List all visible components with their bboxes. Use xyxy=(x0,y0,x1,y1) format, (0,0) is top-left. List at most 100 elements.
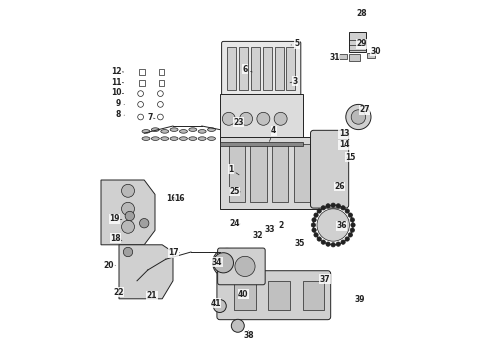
Circle shape xyxy=(341,240,345,244)
Text: 21: 21 xyxy=(147,292,157,300)
Text: 2: 2 xyxy=(275,220,284,230)
Bar xyxy=(251,47,260,90)
Circle shape xyxy=(218,254,236,272)
Ellipse shape xyxy=(170,137,178,140)
Ellipse shape xyxy=(198,130,206,133)
Text: 30: 30 xyxy=(370,47,381,56)
Bar xyxy=(349,54,360,61)
Circle shape xyxy=(345,209,349,213)
Bar xyxy=(239,47,248,90)
Ellipse shape xyxy=(189,128,197,131)
FancyBboxPatch shape xyxy=(311,130,349,208)
Circle shape xyxy=(222,112,235,125)
Circle shape xyxy=(213,248,242,277)
Circle shape xyxy=(317,209,321,213)
Text: 16: 16 xyxy=(174,194,185,203)
FancyBboxPatch shape xyxy=(218,248,265,285)
Circle shape xyxy=(348,233,352,237)
FancyBboxPatch shape xyxy=(221,41,301,95)
Text: 31: 31 xyxy=(329,53,340,62)
Circle shape xyxy=(321,240,325,244)
FancyBboxPatch shape xyxy=(217,271,331,320)
Bar xyxy=(294,144,310,202)
Ellipse shape xyxy=(189,137,197,140)
Text: 11: 11 xyxy=(111,78,123,87)
Text: 28: 28 xyxy=(357,9,368,18)
Bar xyxy=(234,281,256,310)
Text: 39: 39 xyxy=(354,295,365,304)
Bar xyxy=(263,47,271,90)
Bar xyxy=(220,142,303,146)
Text: 16: 16 xyxy=(166,194,177,203)
Ellipse shape xyxy=(142,137,150,140)
Bar xyxy=(339,54,346,59)
Circle shape xyxy=(240,112,252,125)
Ellipse shape xyxy=(179,130,187,133)
Circle shape xyxy=(235,256,255,276)
Circle shape xyxy=(312,218,316,222)
Text: 32: 32 xyxy=(252,231,263,240)
Ellipse shape xyxy=(161,130,169,133)
Circle shape xyxy=(314,213,318,217)
Text: 38: 38 xyxy=(244,330,254,340)
Circle shape xyxy=(125,211,134,221)
Bar xyxy=(272,144,288,202)
Ellipse shape xyxy=(151,137,159,140)
Circle shape xyxy=(311,223,316,227)
Text: 23: 23 xyxy=(233,117,244,127)
Text: 7: 7 xyxy=(147,113,155,122)
Text: 25: 25 xyxy=(230,187,240,196)
Text: 6: 6 xyxy=(243,65,252,74)
Text: 26: 26 xyxy=(334,182,344,191)
Text: 22: 22 xyxy=(113,288,123,297)
Text: 3: 3 xyxy=(290,77,298,86)
Text: 34: 34 xyxy=(212,258,222,266)
Circle shape xyxy=(314,233,318,237)
Text: 24: 24 xyxy=(230,220,240,229)
Bar xyxy=(229,144,245,202)
Text: 10: 10 xyxy=(111,89,123,98)
Circle shape xyxy=(348,213,352,217)
Circle shape xyxy=(351,223,355,227)
Circle shape xyxy=(213,253,233,273)
Text: 19: 19 xyxy=(109,215,122,223)
Polygon shape xyxy=(119,245,173,299)
Bar xyxy=(349,32,366,52)
Text: 9: 9 xyxy=(116,99,124,108)
Circle shape xyxy=(331,243,335,247)
Ellipse shape xyxy=(170,128,178,131)
Bar xyxy=(286,47,295,90)
Text: 13: 13 xyxy=(339,130,349,139)
Circle shape xyxy=(317,209,349,241)
Bar xyxy=(303,281,324,310)
Circle shape xyxy=(317,237,321,241)
Text: 29: 29 xyxy=(357,40,367,49)
Bar xyxy=(139,80,145,86)
Text: 4: 4 xyxy=(270,126,276,141)
Circle shape xyxy=(213,300,226,312)
Circle shape xyxy=(122,202,134,215)
Ellipse shape xyxy=(179,137,187,140)
Text: 37: 37 xyxy=(319,275,330,284)
Text: 5: 5 xyxy=(291,40,300,49)
Bar xyxy=(250,144,267,202)
Bar xyxy=(220,94,303,144)
Circle shape xyxy=(231,319,245,332)
Circle shape xyxy=(345,237,349,241)
Bar xyxy=(159,80,164,86)
Text: 18: 18 xyxy=(110,234,122,243)
Bar xyxy=(368,53,374,58)
Bar xyxy=(227,47,236,90)
Bar xyxy=(274,47,284,90)
Text: 12: 12 xyxy=(111,67,123,76)
Circle shape xyxy=(274,112,287,125)
Circle shape xyxy=(350,218,354,222)
Circle shape xyxy=(351,110,366,124)
Bar xyxy=(139,69,145,75)
Ellipse shape xyxy=(142,130,150,133)
Circle shape xyxy=(122,184,134,197)
Bar xyxy=(220,137,320,209)
Polygon shape xyxy=(101,180,155,245)
Circle shape xyxy=(312,228,316,232)
Bar xyxy=(159,69,164,75)
